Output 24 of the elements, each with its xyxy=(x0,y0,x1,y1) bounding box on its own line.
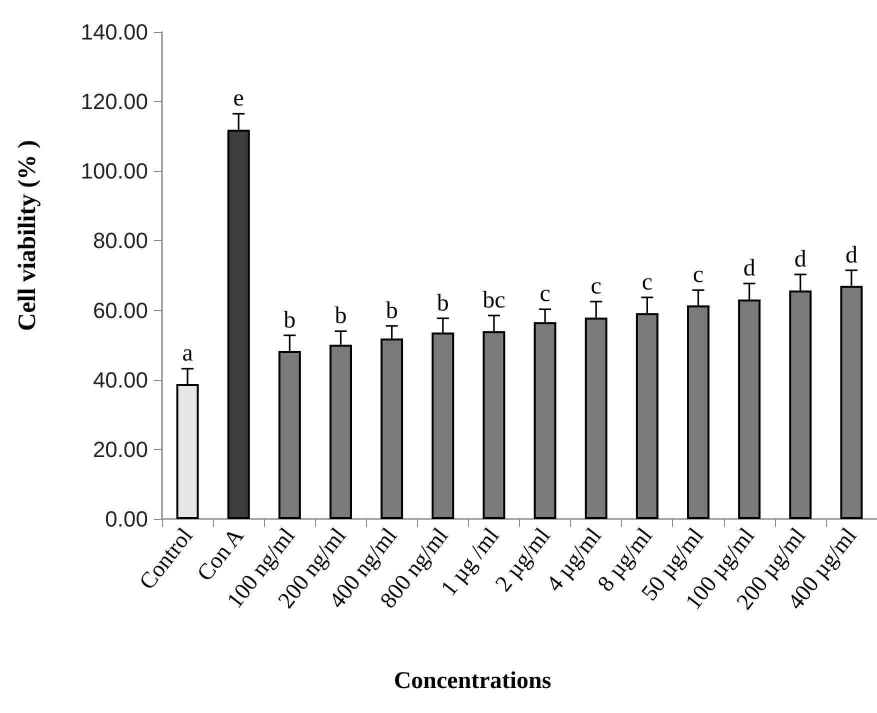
annotation: d xyxy=(794,246,806,272)
annotation: c xyxy=(642,269,653,296)
annotation: a xyxy=(182,340,194,367)
annotation: c xyxy=(590,274,602,300)
annotation: c xyxy=(692,262,704,288)
annotation: b xyxy=(284,307,296,334)
y-axis-title: Cell viability (% ) xyxy=(14,140,41,331)
y-tick-label: 120.00 xyxy=(80,89,148,114)
y-tick-label: 100.00 xyxy=(80,158,148,184)
annotation: d xyxy=(743,256,756,282)
y-tick-label: 80.00 xyxy=(92,228,148,254)
x-axis-title: Concentrations xyxy=(394,668,552,694)
annotation: bc xyxy=(482,288,506,314)
annotation: b xyxy=(436,290,449,316)
y-tick-label: 20.00 xyxy=(92,436,148,462)
annotation: d xyxy=(845,242,858,268)
y-tick-label: 40.00 xyxy=(92,367,148,392)
y-tick-label: 60.00 xyxy=(92,298,148,323)
y-tick-label: 0.00 xyxy=(105,506,148,532)
annotation: b xyxy=(334,303,347,330)
y-tick-label: 140.00 xyxy=(80,20,148,44)
annotation: b xyxy=(386,298,398,324)
annotation: e xyxy=(233,86,244,112)
annotation: c xyxy=(540,281,550,308)
